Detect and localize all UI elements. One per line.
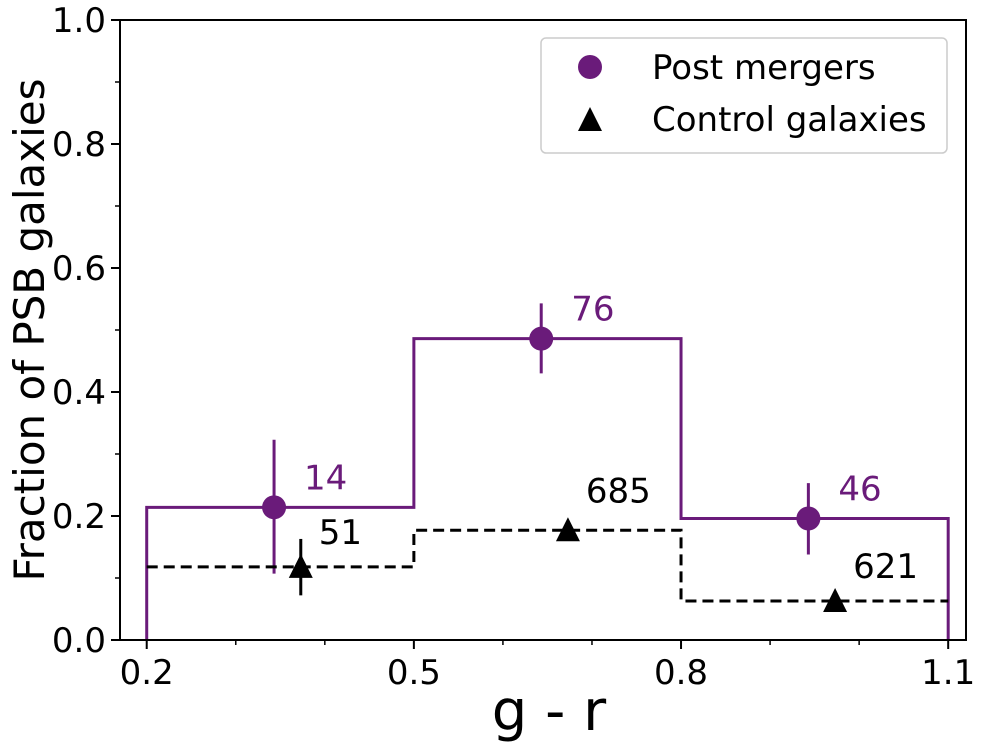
x-tick-label: 0.8: [654, 653, 708, 693]
post-mergers-count-label: 46: [838, 469, 881, 509]
y-tick-label: 0.2: [52, 497, 106, 537]
x-tick-label: 1.1: [921, 653, 975, 693]
control-galaxies-count-label: 685: [586, 471, 651, 511]
control-galaxies-point: [555, 517, 580, 542]
y-tick-label: 0.6: [52, 249, 106, 289]
legend-post-mergers-label: Post mergers: [652, 48, 876, 88]
control-galaxies-step-line: [146, 528, 949, 603]
y-tick-label: 0.0: [52, 621, 106, 661]
y-axis-title: Fraction of PSB galaxies: [5, 78, 54, 581]
control-galaxies-count-label: 621: [853, 547, 918, 587]
data-marks-layer: 14 76 46 51 685 621: [145, 290, 950, 640]
control-galaxies-point: [823, 587, 848, 612]
post-mergers-count-label: 14: [304, 458, 347, 498]
legend-control-galaxies-marker: [578, 107, 602, 131]
control-galaxies-count-label: 51: [319, 513, 362, 553]
y-tick-label: 0.8: [52, 125, 106, 165]
x-tick-label: 0.5: [387, 653, 441, 693]
post-mergers-step-line: [145, 337, 950, 640]
post-mergers-count-label: 76: [571, 290, 614, 330]
y-tick-label: 1.0: [52, 1, 106, 41]
axis-ticks-layer: 0.2 0.5 0.8 1.1 0.0 0.2 0.4 0.6 0.8 1.0: [52, 1, 975, 693]
x-tick-label: 0.2: [120, 653, 174, 693]
control-galaxies-point: [288, 553, 313, 578]
legend-control-galaxies-label: Control galaxies: [652, 100, 927, 140]
legend-post-mergers-marker: [578, 55, 602, 79]
post-mergers-point: [529, 326, 554, 351]
post-mergers-point: [262, 495, 287, 520]
legend: Post mergers Control galaxies: [540, 37, 948, 154]
y-tick-label: 0.4: [52, 373, 106, 413]
legend-frame: [540, 37, 948, 154]
x-axis-title: g - r: [492, 679, 607, 744]
post-mergers-point: [796, 506, 821, 531]
